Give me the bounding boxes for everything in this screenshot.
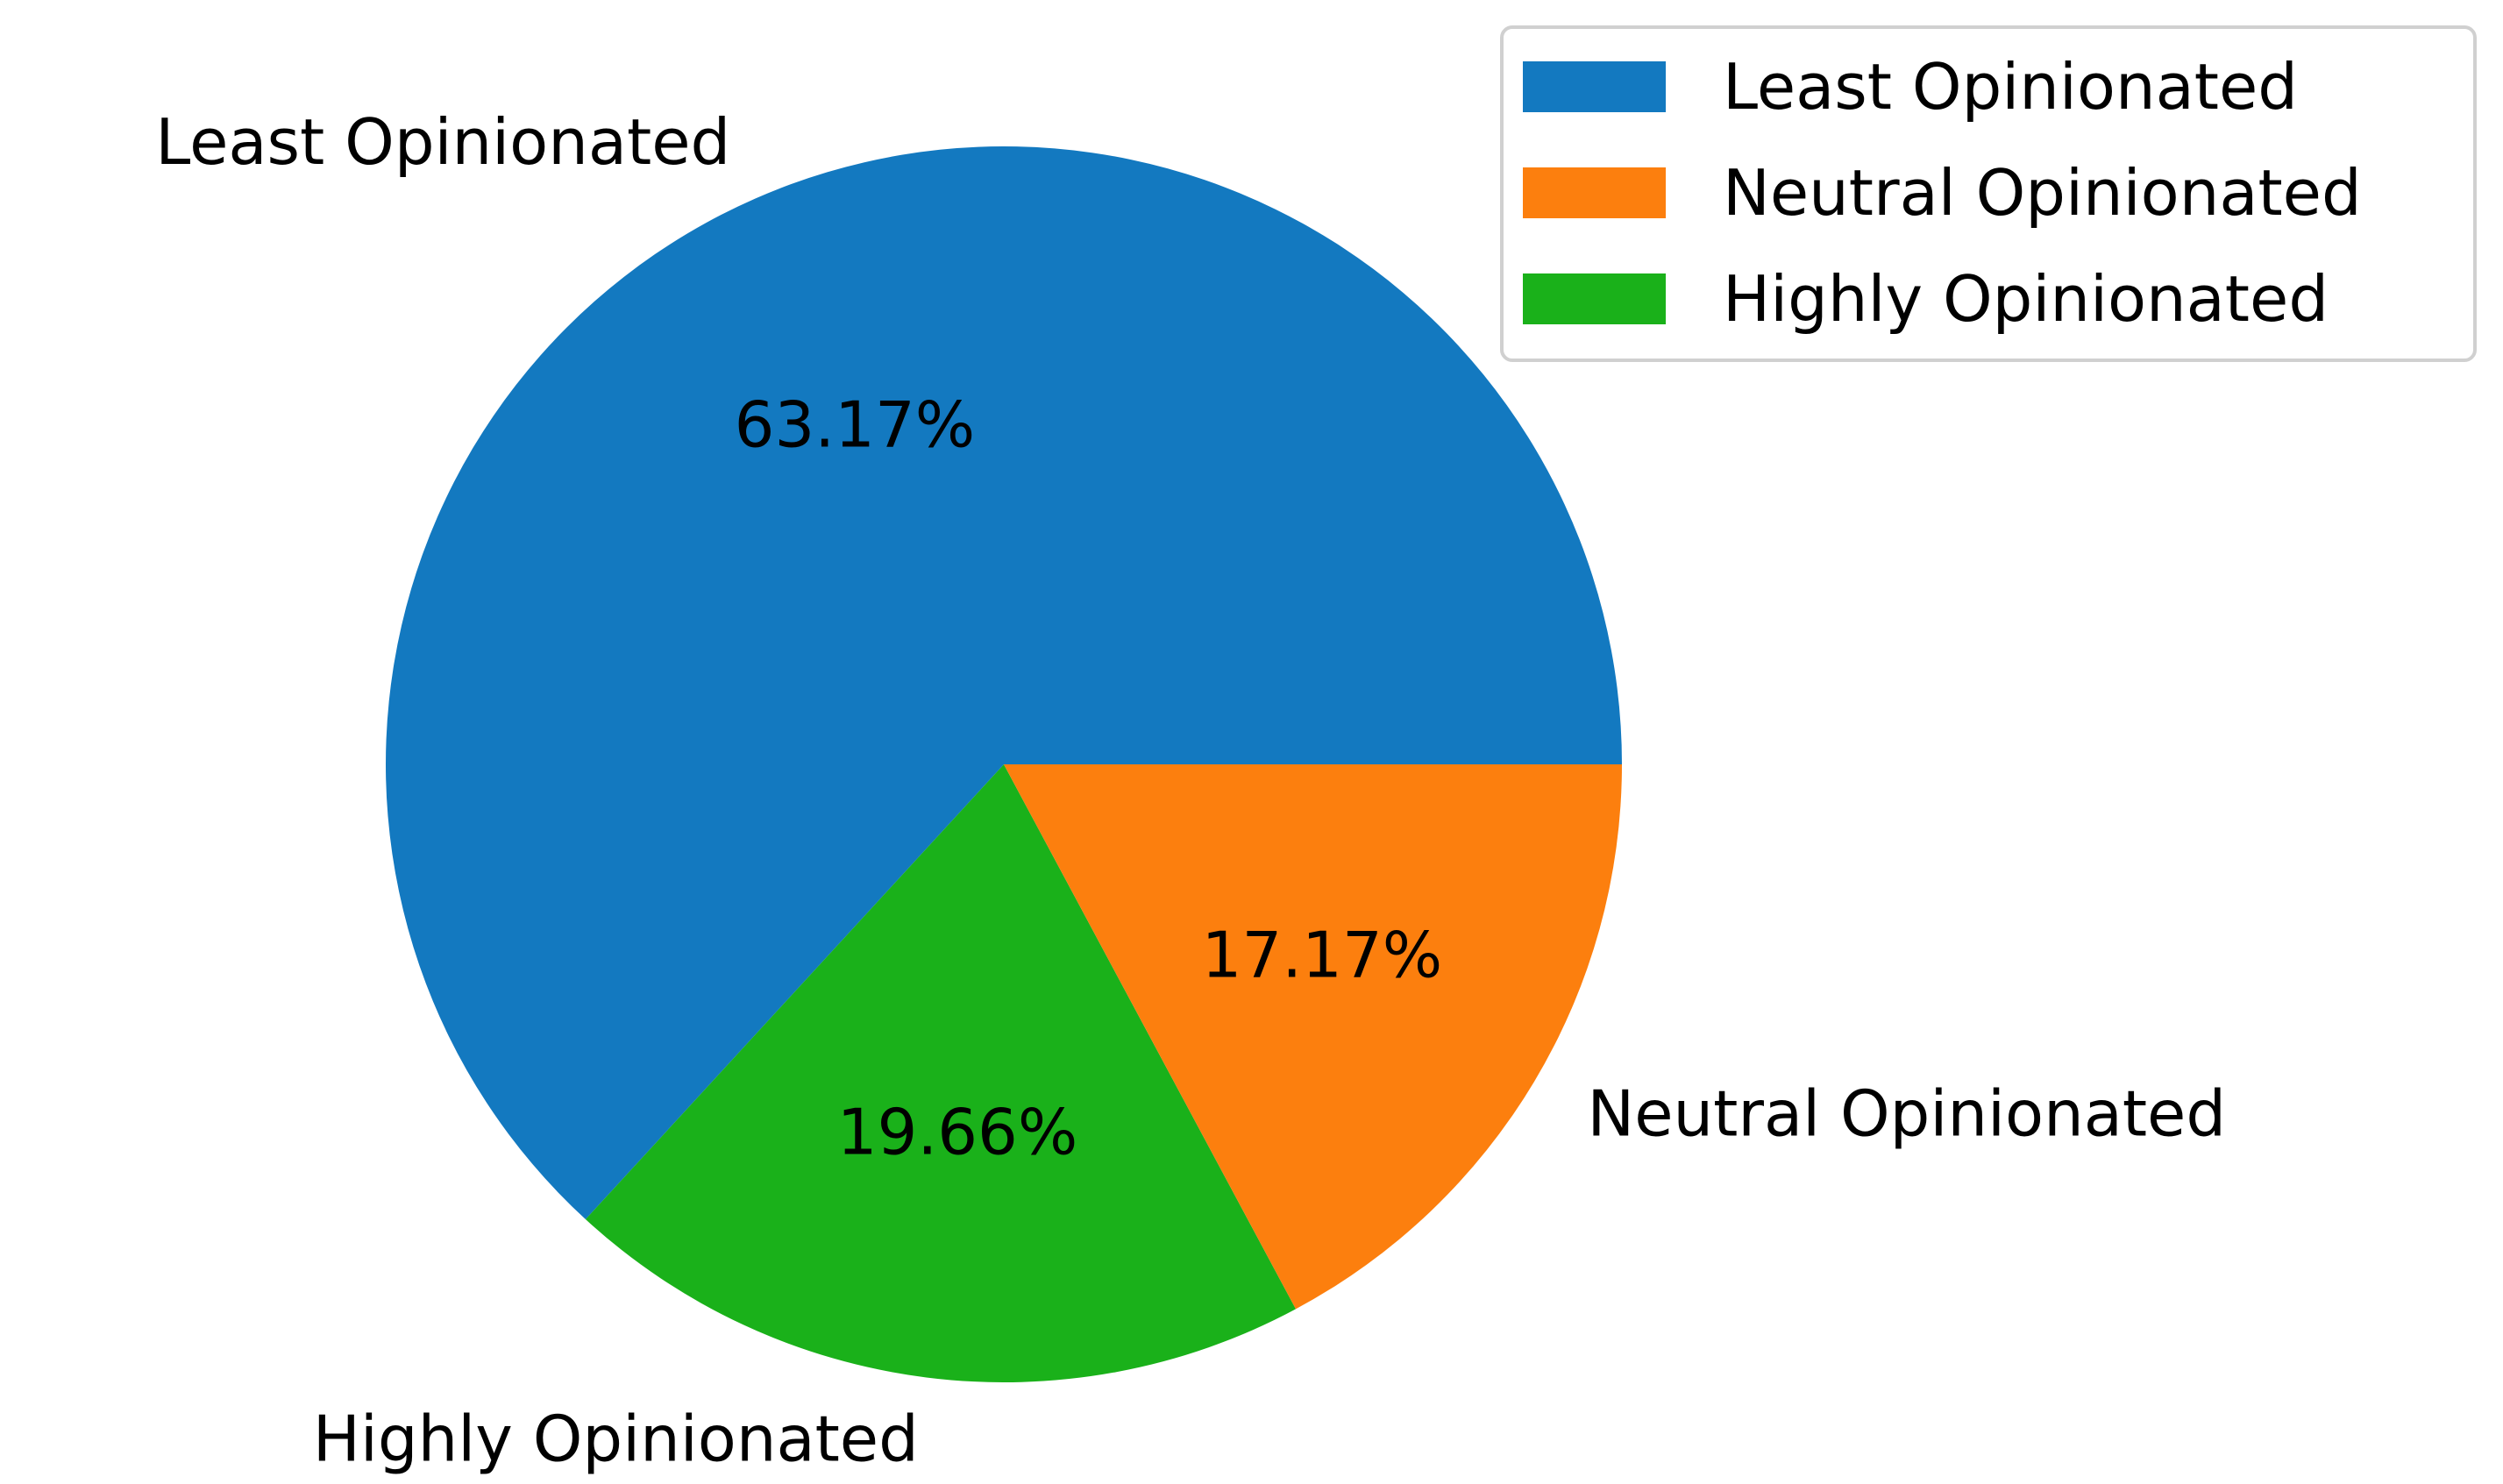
legend-swatch-highly-opinionated (1523, 273, 1666, 324)
pct-label-highly-opinionated: 19.66% (837, 1096, 1078, 1169)
pie-slice-highly-opinionated (585, 764, 1297, 1383)
pct-label-least-opinionated: 63.17% (735, 388, 976, 462)
legend-swatch-least-opinionated (1523, 61, 1666, 112)
legend-label-neutral-opinionated: Neutral Opinionated (1723, 156, 2362, 230)
legend-label-least-opinionated: Least Opinionated (1723, 50, 2298, 124)
pie-slice-least-opinionated (385, 146, 1622, 1220)
category-label-least-opinionated: Least Opinionated (155, 105, 730, 179)
legend-frame (1500, 25, 2477, 362)
legend-label-highly-opinionated: Highly Opinionated (1723, 262, 2329, 336)
legend-swatch-neutral-opinionated (1523, 167, 1666, 218)
pie-labels: 63.17% Least Opinionated 19.66% Highly Opin… (155, 105, 2226, 1475)
legend: Least Opinionated Neutral Opinionated High… (1500, 25, 2477, 362)
pct-label-neutral-opinionated: 17.17% (1202, 918, 1443, 991)
category-label-neutral-opinionated: Neutral Opinionated (1587, 1076, 2226, 1150)
pie-slices (385, 146, 1622, 1383)
pie-slice-neutral-opinionated (1004, 764, 1622, 1310)
category-label-highly-opinionated: Highly Opinionated (313, 1402, 919, 1475)
